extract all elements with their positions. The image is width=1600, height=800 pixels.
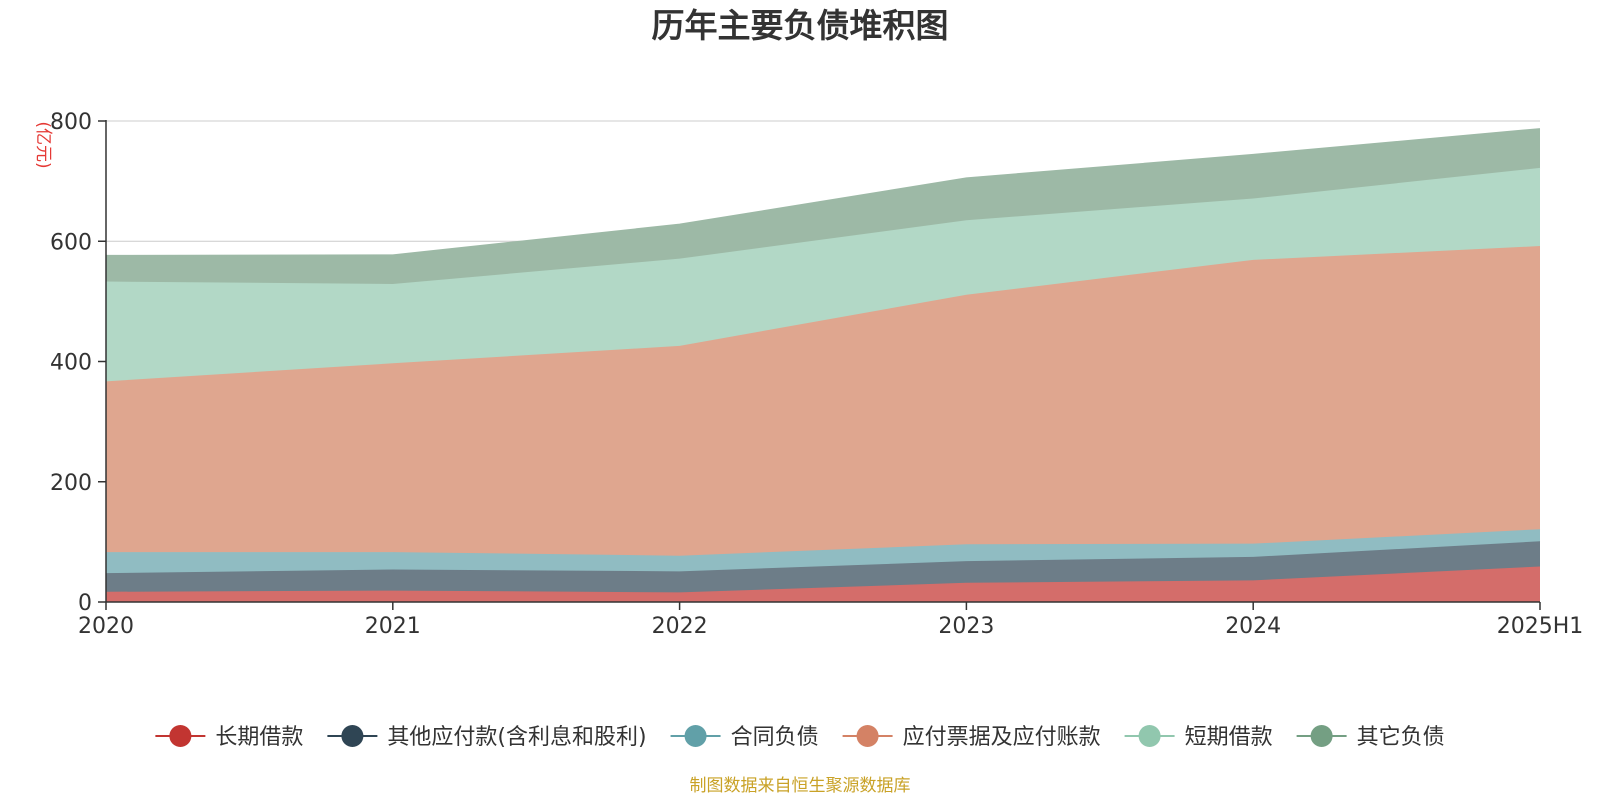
legend-marker-dot-1	[169, 725, 192, 747]
legend-label-5: 短期借款	[1185, 725, 1273, 750]
y-tick-label-0: 0	[78, 591, 92, 616]
legend-marker-dot-5	[1138, 725, 1161, 747]
y-tick-label-200: 200	[50, 471, 92, 496]
series-area-5	[106, 167, 1540, 382]
x-tick-label-2021: 2021	[365, 614, 421, 639]
series-area-6	[106, 128, 1540, 284]
series-line-6	[105, 128, 1541, 257]
axes: 0 200 400 600 800 2020 2021 2022 2023 2024 2025H1	[50, 110, 1583, 639]
legend-label-4: 应付票据及应付账款	[903, 725, 1101, 750]
x-tick-label-2023: 2023	[938, 614, 994, 639]
y-tick-label-600: 600	[50, 230, 92, 255]
legend-label-3: 合同负债	[731, 725, 819, 750]
y-tick-label-800: 800	[50, 110, 92, 135]
legend-marker-dot-3	[684, 725, 707, 747]
y-tick-label-400: 400	[50, 351, 92, 376]
series-area-1	[106, 566, 1540, 602]
x-tick-label-2022: 2022	[652, 614, 708, 639]
x-tick-label-2025H1: 2025H1	[1497, 614, 1584, 639]
series-area-4	[106, 246, 1540, 556]
legend-label-1: 长期借款	[215, 725, 303, 750]
series-area-3	[106, 529, 1540, 574]
x-tick-label-2024: 2024	[1225, 614, 1281, 639]
y-axis-unit-label: (亿元)	[33, 121, 53, 168]
series-areas	[105, 128, 1541, 602]
chart-title: 历年主要负债堆积图	[652, 6, 949, 45]
legend-label-6: 其它负债	[1357, 725, 1445, 750]
legend: 长期借款 其他应付款(含利息和股利) 合同负债 应付票据及应付账款 短期借款 其它负债	[155, 725, 1445, 750]
legend-label-2: 其他应付款(含利息和股利)	[387, 725, 646, 750]
legend-marker-dot-4	[856, 725, 879, 747]
legend-marker-dot-6	[1310, 725, 1333, 747]
source-note: 制图数据来自恒生聚源数据库	[690, 776, 911, 796]
legend-marker-dot-2	[341, 725, 364, 747]
x-tick-label-2020: 2020	[78, 614, 134, 639]
